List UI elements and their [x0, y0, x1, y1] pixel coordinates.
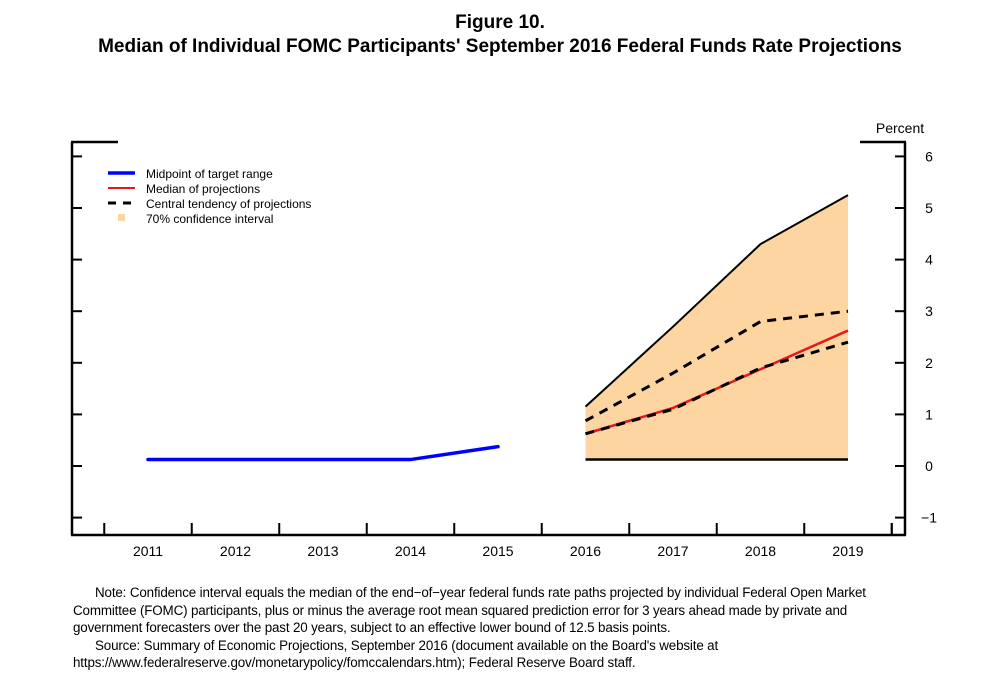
y-tick-label: 1 [925, 406, 933, 422]
x-tick-label: 2012 [220, 543, 251, 559]
chart-title: Median of Individual FOMC Participants' … [98, 36, 902, 57]
source-line: https://www.federalreserve.gov/monetaryp… [73, 655, 636, 671]
x-tick-label: 2017 [657, 543, 688, 559]
y-tick-label: 0 [925, 458, 933, 474]
y-axis-label: Percent [876, 120, 924, 136]
note-line: Committee (FOMC) participants, plus or m… [73, 602, 848, 618]
y-tick-label: 5 [925, 200, 933, 216]
central-tendency-upper [584, 309, 849, 423]
y-tick-label: 3 [925, 303, 933, 319]
legend-label: Median of projections [146, 182, 260, 196]
note-line: Note: Confidence interval equals the med… [95, 585, 866, 600]
x-tick-label: 2014 [395, 543, 426, 559]
median-line [585, 329, 849, 435]
legend-label: Midpoint of target range [146, 167, 273, 181]
x-tick-label: 2011 [133, 543, 163, 559]
y-tick-label: 2 [925, 355, 933, 371]
y-tick-label: −1 [921, 510, 937, 526]
confidence-interval-area [585, 195, 848, 460]
confidence-upper-line [584, 194, 849, 408]
midpoint-line [146, 444, 500, 462]
note-line: government forecasters over the past 20 … [73, 620, 671, 636]
legend-swatch-confidence [118, 214, 125, 221]
x-tick-label: 2016 [570, 543, 601, 559]
legend-label: 70% confidence interval [146, 212, 273, 226]
figure-label: Figure 10. [455, 12, 545, 33]
y-tick-label: 6 [925, 148, 933, 164]
x-tick-label: 2018 [745, 543, 776, 559]
source-line: Source: Summary of Economic Projections,… [95, 637, 719, 653]
y-tick-label: 4 [925, 252, 933, 268]
x-tick-label: 2019 [832, 543, 863, 559]
note: Note: Confidence interval equals the med… [73, 584, 973, 672]
x-tick-label: 2013 [307, 543, 338, 559]
legend-label: Central tendency of projections [146, 197, 311, 211]
x-tick-label: 2015 [482, 543, 513, 559]
